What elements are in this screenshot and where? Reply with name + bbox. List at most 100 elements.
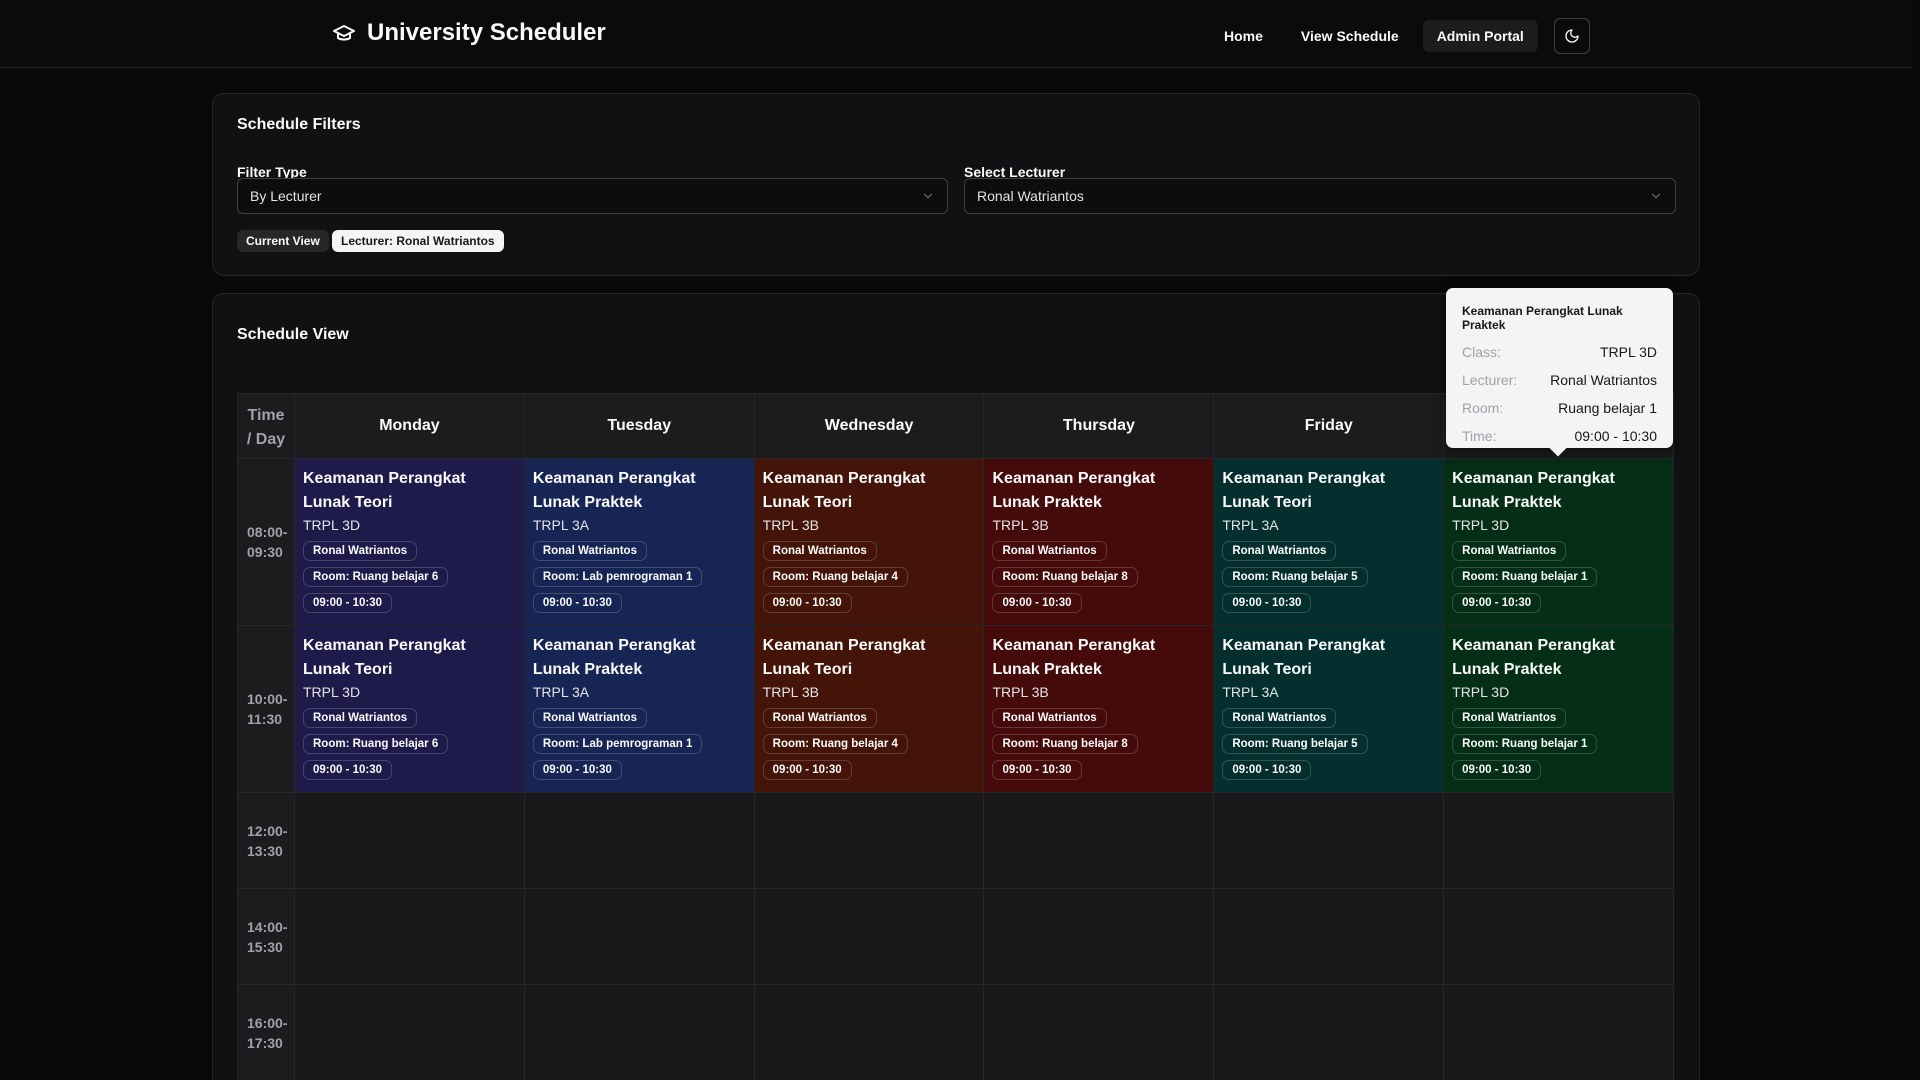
schedule-cell-tuesday[interactable]	[524, 793, 755, 888]
time-chip: 09:00 - 10:30	[532, 760, 622, 780]
room-chip: Room: Lab pemrograman 1	[532, 734, 703, 754]
schedule-cell-wednesday[interactable]	[754, 985, 985, 1080]
tooltip-time-key: Time:	[1462, 428, 1497, 444]
room-chip: Room: Ruang belajar 4	[762, 567, 908, 587]
time-slot-start: 14:00-	[247, 919, 288, 935]
lecturer-value: Ronal Watriantos	[977, 188, 1084, 204]
tooltip-time-value: 09:00 - 10:30	[1574, 428, 1657, 444]
schedule-cell-saturday: Keamanan Perangkat Lunak Praktek TRPL 3D R…	[1444, 626, 1673, 792]
class-title: Keamanan Perangkat Lunak Teori	[1222, 637, 1386, 678]
schedule-cell-monday: Keamanan Perangkat Lunak Teori TRPL 3D Ron…	[295, 459, 525, 625]
moon-icon	[1565, 29, 1579, 43]
schedule-cell-monday[interactable]	[295, 793, 525, 888]
class-entry-card[interactable]: Keamanan Perangkat Lunak Praktek TRPL 3A R…	[524, 626, 754, 792]
tooltip-class-value: TRPL 3D	[1599, 344, 1657, 360]
schedule-cell-saturday[interactable]	[1444, 889, 1673, 984]
time-slot-label: 10:00- 11:30	[238, 626, 295, 792]
schedule-cell-tuesday[interactable]	[524, 889, 755, 984]
schedule-cell-wednesday: Keamanan Perangkat Lunak Teori TRPL 3B Ron…	[754, 459, 985, 625]
schedule-cell-wednesday[interactable]	[754, 889, 985, 984]
schedule-cell-thursday[interactable]	[984, 889, 1215, 984]
class-group: TRPL 3B	[762, 684, 819, 700]
chevron-down-icon	[923, 193, 933, 199]
schedule-cell-thursday: Keamanan Perangkat Lunak Praktek TRPL 3B R…	[984, 459, 1215, 625]
schedule-cell-wednesday[interactable]	[754, 793, 985, 888]
tooltip-lecturer-key: Lecturer:	[1462, 372, 1518, 388]
schedule-cell-friday: Keamanan Perangkat Lunak Teori TRPL 3A Ron…	[1214, 626, 1445, 792]
class-entry-card[interactable]: Keamanan Perangkat Lunak Teori TRPL 3D Ron…	[295, 459, 524, 625]
class-title: Keamanan Perangkat Lunak Teori	[303, 637, 466, 678]
schedule-cell-monday: Keamanan Perangkat Lunak Teori TRPL 3D Ron…	[295, 626, 525, 792]
schedule-cell-saturday[interactable]	[1444, 985, 1673, 1080]
class-entry-card[interactable]: Keamanan Perangkat Lunak Teori TRPL 3A Ron…	[1214, 459, 1444, 625]
time-slot-start: 12:00-	[247, 823, 288, 839]
class-entry-card[interactable]: Keamanan Perangkat Lunak Praktek TRPL 3B R…	[984, 459, 1214, 625]
tooltip-class-key: Class:	[1462, 344, 1501, 360]
theme-toggle-button[interactable]	[1553, 18, 1590, 54]
class-entry-card[interactable]: Keamanan Perangkat Lunak Praktek TRPL 3D R…	[1444, 459, 1673, 625]
day-header-friday: Friday	[1214, 394, 1445, 458]
schedule-cell-tuesday: Keamanan Perangkat Lunak Praktek TRPL 3A R…	[524, 626, 755, 792]
room-chip: Room: Ruang belajar 8	[992, 567, 1138, 587]
chevron-down-icon	[1651, 193, 1661, 199]
schedule-cell-saturday: Keamanan Perangkat Lunak Praktek TRPL 3D R…	[1444, 459, 1673, 625]
schedule-cell-tuesday[interactable]	[524, 985, 755, 1080]
schedule-cell-friday[interactable]	[1214, 793, 1445, 888]
time-slot-label: 16:00- 17:30	[238, 985, 295, 1080]
time-chip: 09:00 - 10:30	[303, 760, 393, 780]
brand[interactable]: University Scheduler	[331, 19, 606, 47]
schedule-view-card: Schedule View Time / Day Monday Tuesday …	[212, 293, 1700, 1080]
nav-home[interactable]: Home	[1224, 28, 1263, 44]
current-view-badge: Current View	[237, 230, 329, 252]
lecturer-chip: Ronal Watriantos	[532, 541, 647, 561]
class-group: TRPL 3D	[303, 517, 361, 533]
time-slot-row: 12:00- 13:30	[238, 793, 1673, 889]
time-slot-row: 14:00- 15:30	[238, 889, 1673, 985]
lecturer-chip: Ronal Watriantos	[992, 541, 1107, 561]
schedule-cell-thursday[interactable]	[984, 985, 1215, 1080]
tooltip-room-value: Ruang belajar 1	[1558, 400, 1657, 416]
class-entry-card[interactable]: Keamanan Perangkat Lunak Teori TRPL 3A Ron…	[1214, 626, 1444, 792]
schedule-cell-thursday[interactable]	[984, 793, 1215, 888]
class-title: Keamanan Perangkat Lunak Teori	[1222, 470, 1386, 511]
main-nav: Home View Schedule Admin Portal	[1210, 18, 1590, 54]
schedule-filters-card: Schedule Filters Filter Type By Lecturer…	[212, 93, 1700, 276]
schedule-cell-monday[interactable]	[295, 985, 525, 1080]
class-group: TRPL 3D	[1452, 684, 1510, 700]
lecturer-label: Select Lecturer	[964, 164, 1066, 180]
schedule-cell-friday[interactable]	[1214, 889, 1445, 984]
filter-type-select[interactable]: By Lecturer	[237, 178, 948, 214]
time-slot-end: 15:30	[247, 939, 283, 955]
class-entry-card[interactable]: Keamanan Perangkat Lunak Praktek TRPL 3D R…	[1444, 626, 1673, 792]
schedule-grid: Time / Day Monday Tuesday Wednesday Thur…	[237, 393, 1674, 1080]
schedule-cell-saturday[interactable]	[1444, 793, 1673, 888]
schedule-cell-tuesday: Keamanan Perangkat Lunak Praktek TRPL 3A R…	[524, 459, 755, 625]
class-entry-card[interactable]: Keamanan Perangkat Lunak Teori TRPL 3D Ron…	[295, 626, 524, 792]
time-slot-start: 10:00-	[247, 691, 288, 707]
time-chip: 09:00 - 10:30	[1222, 760, 1312, 780]
class-title: Keamanan Perangkat Lunak Praktek	[1452, 470, 1615, 511]
lecturer-select[interactable]: Ronal Watriantos	[964, 178, 1676, 214]
class-entry-card[interactable]: Keamanan Perangkat Lunak Teori TRPL 3B Ron…	[754, 459, 984, 625]
schedule-cell-friday[interactable]	[1214, 985, 1445, 1080]
class-entry-card[interactable]: Keamanan Perangkat Lunak Praktek TRPL 3A R…	[524, 459, 754, 625]
class-title: Keamanan Perangkat Lunak Teori	[303, 470, 466, 511]
lecturer-chip: Ronal Watriantos	[1222, 541, 1337, 561]
room-chip: Room: Ruang belajar 1	[1452, 567, 1598, 587]
filter-type-value: By Lecturer	[250, 188, 322, 204]
time-slot-row: 10:00- 11:30 Keamanan Perangkat Lunak Teor…	[238, 626, 1673, 793]
class-title: Keamanan Perangkat Lunak Praktek	[992, 637, 1156, 678]
time-header-line2: / Day	[246, 431, 286, 448]
time-header-line1: Time	[247, 407, 285, 424]
class-group: TRPL 3A	[1222, 684, 1279, 700]
nav-admin-portal[interactable]: Admin Portal	[1422, 20, 1538, 52]
schedule-cell-monday[interactable]	[295, 889, 525, 984]
day-header-wednesday: Wednesday	[755, 394, 985, 458]
day-header-thursday: Thursday	[984, 394, 1215, 458]
class-entry-card[interactable]: Keamanan Perangkat Lunak Teori TRPL 3B Ron…	[754, 626, 984, 792]
time-slot-end: 11:30	[247, 711, 283, 727]
class-entry-card[interactable]: Keamanan Perangkat Lunak Praktek TRPL 3B R…	[984, 626, 1214, 792]
lecturer-chip: Ronal Watriantos	[1452, 708, 1567, 728]
nav-view-schedule[interactable]: View Schedule	[1300, 28, 1399, 44]
class-title: Keamanan Perangkat Lunak Teori	[762, 637, 926, 678]
